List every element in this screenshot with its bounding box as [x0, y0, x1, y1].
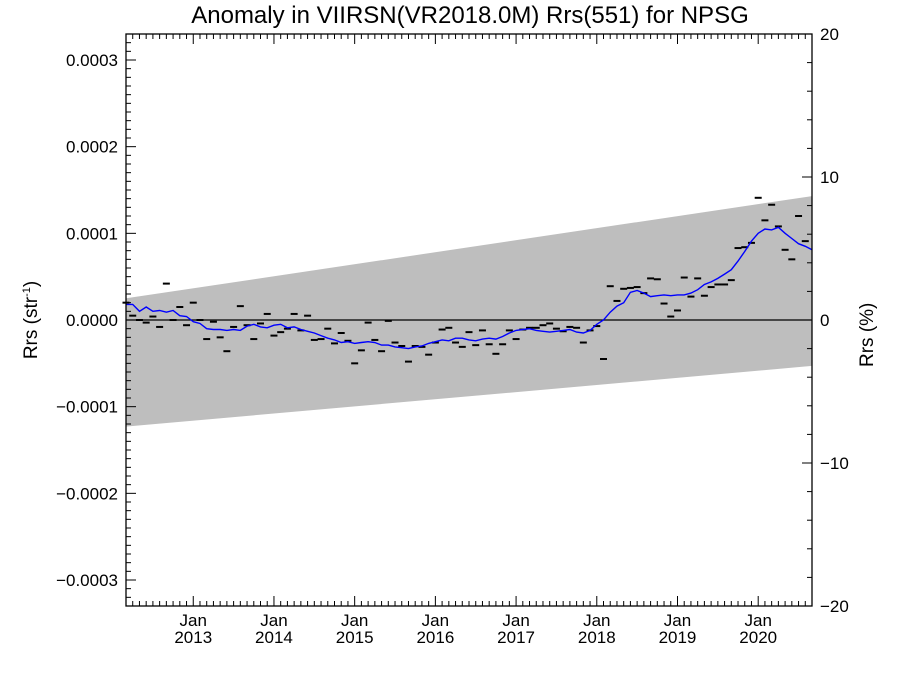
- uncertainty-band: [126, 196, 812, 427]
- x-tick-label-month: Jan: [260, 611, 287, 630]
- x-tick-label-year: 2016: [416, 628, 454, 647]
- y-left-tick-label: 0.0002: [66, 138, 118, 157]
- y-right-tick-label: −10: [820, 454, 849, 473]
- y-right-tick-label: 0: [820, 311, 829, 330]
- x-tick-label-year: 2020: [739, 628, 777, 647]
- x-tick-label-month: Jan: [341, 611, 368, 630]
- x-tick-label-month: Jan: [744, 611, 771, 630]
- y-right-tick-label: −20: [820, 597, 849, 616]
- y-right-tick-label: 10: [820, 168, 839, 187]
- x-tick-label-month: Jan: [422, 611, 449, 630]
- x-tick-label-month: Jan: [180, 611, 207, 630]
- y-left-tick-label: −0.0001: [56, 398, 118, 417]
- running-mean-line: [126, 226, 813, 350]
- x-tick-label-month: Jan: [664, 611, 691, 630]
- x-tick-label-year: 2013: [174, 628, 212, 647]
- x-tick-label-year: 2015: [336, 628, 374, 647]
- x-tick-label-year: 2018: [578, 628, 616, 647]
- y-left-tick-label: −0.0002: [56, 484, 118, 503]
- x-tick-label-year: 2019: [659, 628, 697, 647]
- y-left-tick-label: 0.0000: [66, 311, 118, 330]
- y-left-tick-label: −0.0003: [56, 571, 118, 590]
- x-tick-label-year: 2017: [497, 628, 535, 647]
- x-tick-label-month: Jan: [502, 611, 529, 630]
- y-left-tick-label: 0.0003: [66, 51, 118, 70]
- x-tick-label-month: Jan: [583, 611, 610, 630]
- chart-title: Anomaly in VIIRSN(VR2018.0M) Rrs(551) fo…: [191, 2, 749, 29]
- y-left-tick-label: 0.0001: [66, 224, 118, 243]
- x-tick-label-year: 2014: [255, 628, 293, 647]
- y-right-tick-label: 20: [820, 25, 839, 44]
